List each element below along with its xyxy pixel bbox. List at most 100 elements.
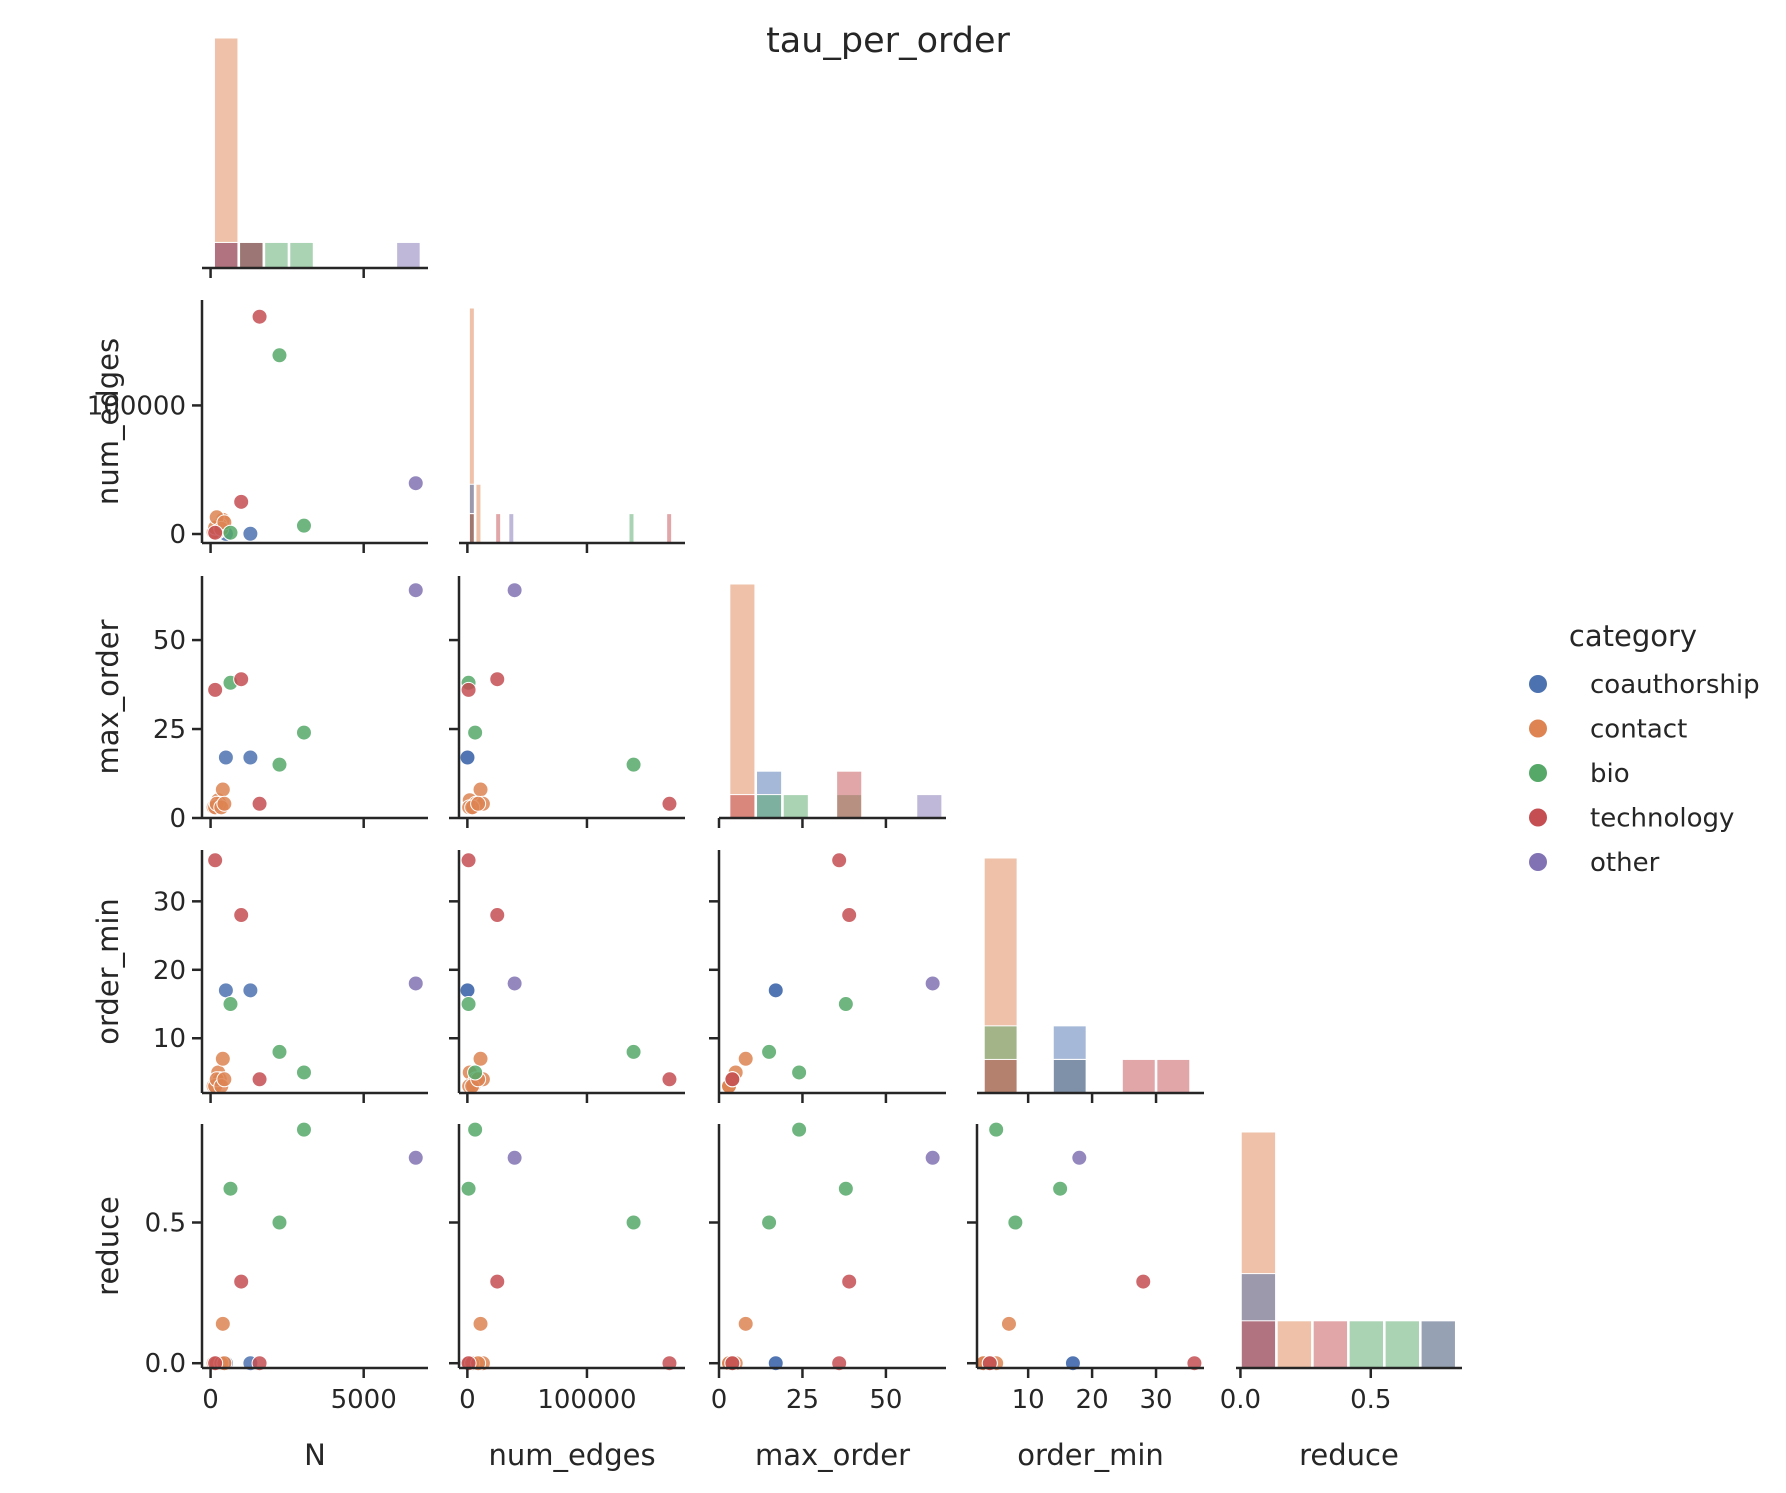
x-axis-label-max-order: max_order <box>755 1438 910 1472</box>
scatter-point-coauthorship <box>459 982 476 999</box>
scatter-point-other <box>407 975 424 992</box>
scatter-point-other <box>924 975 941 992</box>
histogram-bar-technology <box>495 513 502 544</box>
scatter-point-other <box>924 1149 941 1166</box>
scatter-point-bio <box>625 756 642 773</box>
scatter-point-bio <box>222 524 239 541</box>
scatter-point-contact <box>214 1050 231 1067</box>
legend: category coauthorship contact bio technolog… <box>1529 619 1760 878</box>
x-axis-label-num-edges: num_edges <box>488 1438 655 1472</box>
scatter-point-other <box>506 582 523 599</box>
scatter-point-other <box>506 1149 523 1166</box>
scatter-point-bio <box>271 1214 288 1231</box>
histogram-bar-technology <box>468 513 475 544</box>
scatter-point-bio <box>467 1121 484 1138</box>
y-axis-label-reduce: reduce <box>91 1196 125 1296</box>
legend-item-coauthorship: coauthorship <box>1529 670 1760 700</box>
histogram-bar-bio <box>1384 1320 1420 1369</box>
scatter-point-contact <box>216 1071 233 1088</box>
legend-label-technology: technology <box>1590 804 1734 834</box>
scatter-point-coauthorship <box>459 749 476 766</box>
histogram-bar-bio <box>264 241 289 269</box>
y-tick-label-reduce: 0.0 <box>145 1349 186 1379</box>
scatter-point-technology <box>831 852 848 869</box>
x-tick-label-max-order: 50 <box>869 1385 902 1415</box>
legend-marker-coauthorship <box>1529 675 1547 693</box>
scatter-point-technology <box>207 681 224 698</box>
legend-marker-other <box>1529 853 1547 871</box>
scatter-point-bio <box>222 1180 239 1197</box>
x-tick-label-max-order: 25 <box>786 1385 819 1415</box>
scatter-point-other <box>506 975 523 992</box>
scatter-point-technology <box>841 1273 858 1290</box>
histogram-bar-bio <box>289 241 314 269</box>
scatter-point-bio <box>295 724 312 741</box>
scatter-point-bio <box>460 996 477 1013</box>
histogram-bar-other <box>508 513 515 544</box>
scatter-panel-reduce-vs-num-edges: 0 100000 num_edges <box>449 1121 685 1472</box>
scatter-point-bio <box>791 1121 808 1138</box>
scatter-point-contact <box>472 1050 489 1067</box>
legend-item-other: other <box>1529 848 1660 878</box>
scatter-point-technology <box>661 795 678 812</box>
scatter-point-other <box>407 1149 424 1166</box>
scatter-point-technology <box>489 1273 506 1290</box>
scatter-point-other <box>407 582 424 599</box>
scatter-point-bio <box>761 1043 778 1060</box>
scatter-point-contact <box>737 1315 754 1332</box>
scatter-panel-max-order-vs-num-edges <box>449 576 685 828</box>
histogram-bar-contact <box>729 583 756 819</box>
scatter-point-technology <box>233 671 250 688</box>
scatter-point-bio <box>271 756 288 773</box>
histogram-bar-technology <box>836 770 863 819</box>
histogram-bar-bio <box>756 794 783 819</box>
histogram-bar-technology <box>1240 1320 1277 1369</box>
scatter-point-technology <box>460 852 477 869</box>
y-tick-label-max-order: 50 <box>153 626 186 656</box>
scatter-point-technology <box>251 308 268 325</box>
histogram-panel-n <box>202 37 428 278</box>
scatter-point-bio <box>625 1214 642 1231</box>
legend-marker-bio <box>1529 764 1547 782</box>
histogram-bar-bio <box>782 794 809 819</box>
histogram-bar-other <box>1420 1320 1456 1369</box>
scatter-point-bio <box>1007 1214 1024 1231</box>
scatter-point-contact <box>216 795 233 812</box>
scatter-point-bio <box>295 1064 312 1081</box>
legend-item-bio: bio <box>1529 759 1630 789</box>
y-tick-label-num-edges: 0 <box>169 520 186 550</box>
scatter-point-technology <box>251 1071 268 1088</box>
scatter-point-technology <box>233 1273 250 1290</box>
x-axis-label-order-min: order_min <box>1017 1438 1164 1472</box>
scatter-point-bio <box>295 517 312 534</box>
scatter-point-technology <box>661 1071 678 1088</box>
scatter-point-bio <box>467 724 484 741</box>
histogram-bar-technology <box>239 241 264 269</box>
scatter-point-coauthorship <box>767 982 784 999</box>
histogram-bar-other <box>916 794 943 819</box>
scatter-point-bio <box>837 996 854 1013</box>
scatter-point-other <box>407 475 424 492</box>
scatter-point-bio <box>271 347 288 364</box>
scatter-point-technology <box>460 681 477 698</box>
x-tick-label-num-edges: 0 <box>459 1385 476 1415</box>
histogram-bar-other <box>1052 1058 1087 1094</box>
histogram-panel-max-order <box>717 583 946 828</box>
x-tick-label-n: 0 <box>202 1385 219 1415</box>
legend-label-other: other <box>1590 848 1660 878</box>
scatter-point-contact <box>214 781 231 798</box>
scatter-point-contact <box>472 1315 489 1332</box>
scatter-point-bio <box>837 1180 854 1197</box>
scatter-point-technology <box>251 795 268 812</box>
histogram-bar-technology <box>983 1058 1018 1094</box>
scatter-point-contact <box>1000 1315 1017 1332</box>
scatter-point-coauthorship <box>217 982 234 999</box>
legend-label-contact: contact <box>1590 715 1687 745</box>
scatter-point-contact <box>472 781 489 798</box>
scatter-point-bio <box>222 996 239 1013</box>
histogram-bar-technology <box>666 513 673 544</box>
y-tick-label-num-edges: 100000 <box>87 391 186 421</box>
scatter-panel-order-min-vs-max-order <box>709 850 946 1103</box>
